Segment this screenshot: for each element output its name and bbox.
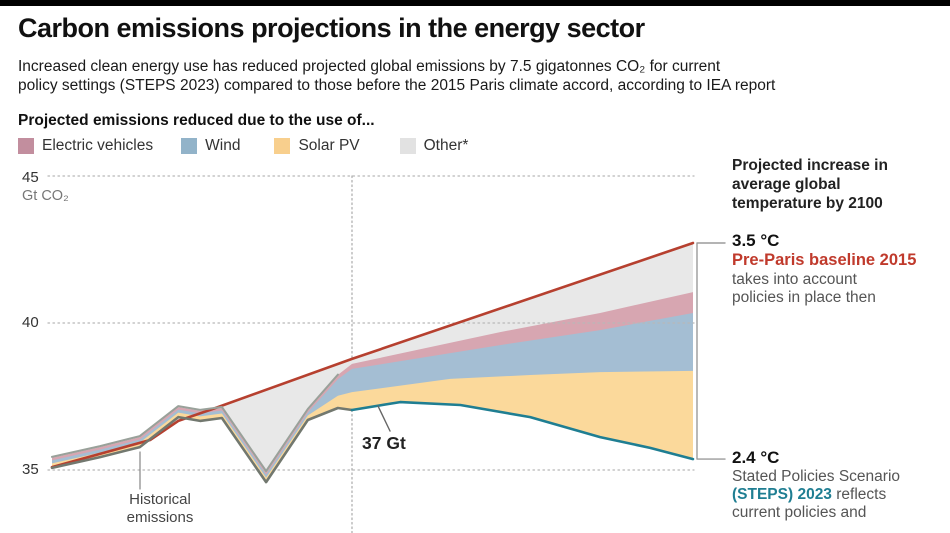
legend-label: Solar PV	[298, 137, 360, 154]
other-swatch-icon	[399, 138, 416, 154]
legend-label: Electric vehicles	[42, 137, 154, 154]
solar-pv-swatch-icon	[274, 138, 291, 154]
legend-label: Other*	[423, 137, 469, 154]
legend-item-solar-pv: Solar PV	[274, 137, 360, 155]
divergence-value-label: 37 Gt	[362, 433, 406, 453]
baseline-desc-line-2: policies in place then	[732, 289, 876, 306]
page-title: Carbon emissions projections in the ener…	[18, 13, 645, 43]
legend-item-electric-vehicles: Electric vehicles	[18, 137, 153, 155]
legend-label: Wind	[205, 137, 241, 154]
baseline-desc-line-1: takes into account	[732, 271, 857, 288]
steps-desc-line-2: (STEPS) 2023 reflects	[732, 486, 937, 504]
steps-reflects: reflects	[831, 486, 887, 503]
legend-item-other: Other*	[399, 137, 469, 155]
subtitle-line-1: Increased clean energy use has reduced p…	[18, 58, 721, 75]
y-axis-tick-35: 35	[22, 461, 39, 478]
wind-swatch-icon	[181, 138, 198, 154]
steps-temperature: 2.4 °C	[732, 448, 780, 467]
subtitle-line-2: policy settings (STEPS 2023) compared to…	[18, 77, 776, 94]
legend-title: Projected emissions reduced due to the u…	[18, 112, 375, 129]
top-accent-bar	[0, 0, 950, 6]
steps-desc-line-1: Stated Policies Scenario	[732, 468, 901, 485]
legend-item-wind: Wind	[181, 137, 240, 155]
y-axis-tick-40: 40	[22, 314, 39, 331]
historical-emissions-label: Historical emissions	[126, 491, 194, 526]
y-axis-unit: Gt CO₂	[22, 188, 69, 204]
temperature-projection-header: Projected increase in average global tem…	[732, 157, 888, 212]
legend: Electric vehicles Wind Solar PV Other*	[18, 137, 468, 155]
y-axis-tick-45: 45	[22, 169, 39, 186]
baseline-temperature: 3.5 °C	[732, 231, 780, 250]
pre-paris-baseline-label: Pre-Paris baseline 2015	[732, 251, 917, 269]
electric-vehicles-swatch-icon	[18, 138, 34, 154]
steps-desc-line-3: current policies and	[732, 504, 867, 521]
steps-name: (STEPS) 2023	[732, 486, 832, 503]
